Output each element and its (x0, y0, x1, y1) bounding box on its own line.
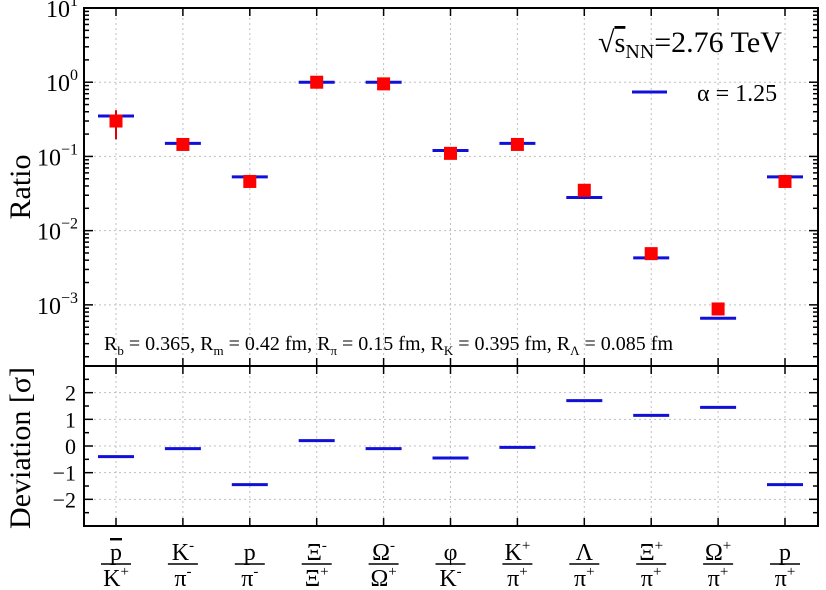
category-numerator: p (779, 540, 791, 566)
deviation-axis-title: Deviation [σ] (4, 367, 37, 529)
y-tick-label: 10−2 (37, 216, 78, 246)
category-numerator: φ (444, 540, 458, 566)
legend-label: α = 1.25 (697, 81, 777, 107)
category-denominator: Ξ+ (305, 564, 329, 590)
category-numerator: Λ (576, 540, 594, 566)
category-denominator: K- (439, 564, 461, 590)
y-tick-label: −1 (53, 461, 76, 486)
category-numerator: Ξ+ (639, 538, 663, 566)
category-denominator: π+ (507, 564, 528, 590)
category-denominator: K+ (103, 564, 129, 590)
ticks-layer (84, 7, 818, 526)
y-tick-label: 101 (46, 0, 78, 23)
data-point (176, 137, 190, 151)
category-numerator: p (110, 540, 122, 566)
category-numerator: p (244, 540, 256, 566)
data-point (444, 146, 457, 160)
category-denominator: Ω+ (370, 564, 396, 590)
category-denominator: π+ (574, 564, 595, 590)
category-denominator: π+ (641, 564, 662, 590)
data-point (377, 77, 391, 91)
category-numerator: Ω- (372, 538, 395, 566)
data-point (577, 183, 591, 197)
marks-layer (98, 75, 803, 487)
category-numerator: K+ (504, 538, 530, 566)
data-point (644, 247, 658, 261)
data-point (711, 302, 725, 316)
ratio-panel-frame (83, 7, 819, 367)
y-tick-label: 0 (65, 434, 76, 459)
y-tick-label: 10−1 (37, 141, 78, 171)
y-tick-label: 100 (46, 67, 78, 97)
category-numerator: K- (172, 538, 194, 566)
data-point (109, 114, 123, 128)
y-tick-label: 10−3 (37, 290, 78, 320)
category-denominator: π+ (775, 564, 796, 590)
category-numerator: Ω+ (705, 538, 731, 566)
category-numerator: Ξ- (306, 538, 326, 566)
parameters-text: Rb = 0.365, Rm = 0.42 fm, Rπ = 0.15 fm, … (104, 333, 673, 358)
y-tick-label: −2 (53, 487, 76, 512)
y-tick-label: 1 (65, 407, 76, 432)
data-point (778, 174, 792, 188)
category-denominator: π- (241, 564, 258, 590)
data-point (310, 75, 324, 89)
category-denominator: π- (174, 564, 191, 590)
data-point (243, 174, 257, 188)
data-point (510, 137, 524, 151)
energy-label: √sNN=2.76 TeV (598, 26, 782, 63)
ratio-axis-title: Ratio (4, 155, 37, 220)
y-tick-label: 2 (65, 381, 76, 406)
category-denominator: π+ (708, 564, 729, 590)
